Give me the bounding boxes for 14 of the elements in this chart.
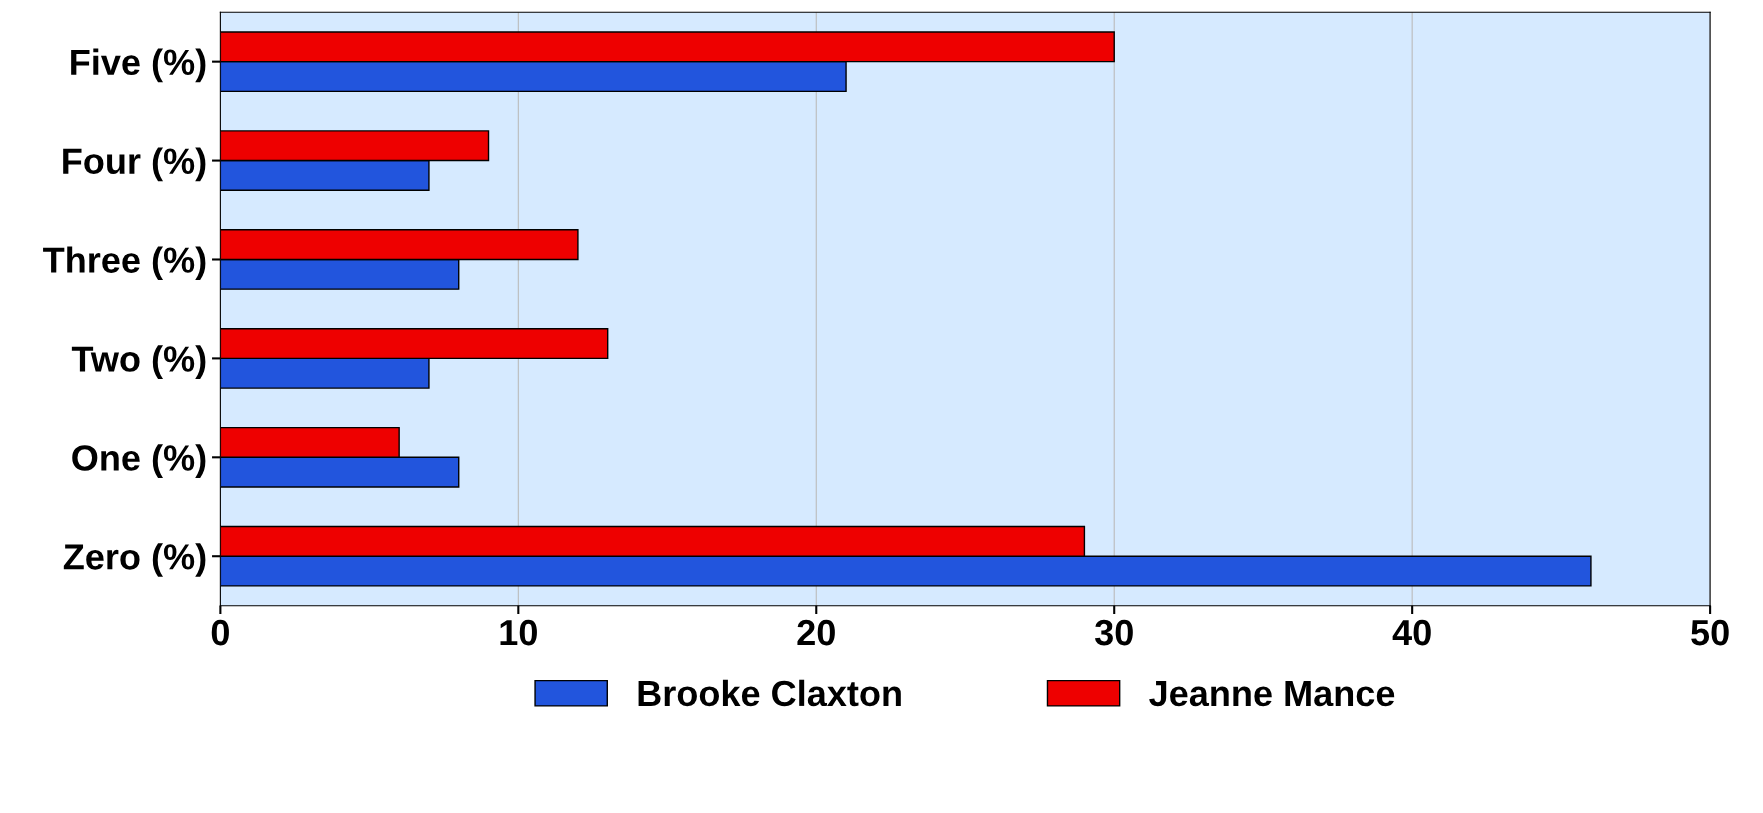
x-tick-label: 40 [1392, 619, 1431, 646]
x-tick-label: 30 [1094, 619, 1133, 646]
legend-label: Brooke Claxton [638, 679, 901, 707]
y-tick-label: Zero (%) [63, 543, 206, 577]
x-tick-label: 0 [211, 619, 229, 646]
y-tick-label: Three (%) [43, 246, 206, 281]
y-tick-label: Four (%) [63, 147, 206, 182]
x-tick-label: 20 [797, 619, 835, 646]
x-tick-label: 50 [1691, 619, 1729, 646]
x-tick-label: 10 [500, 619, 537, 646]
y-tick-label: Two (%) [71, 345, 206, 379]
y-tick-label: One (%) [72, 444, 206, 478]
y-tick-label: Five (%) [71, 48, 206, 83]
legend-label: Jeanne Mance [1149, 681, 1395, 707]
